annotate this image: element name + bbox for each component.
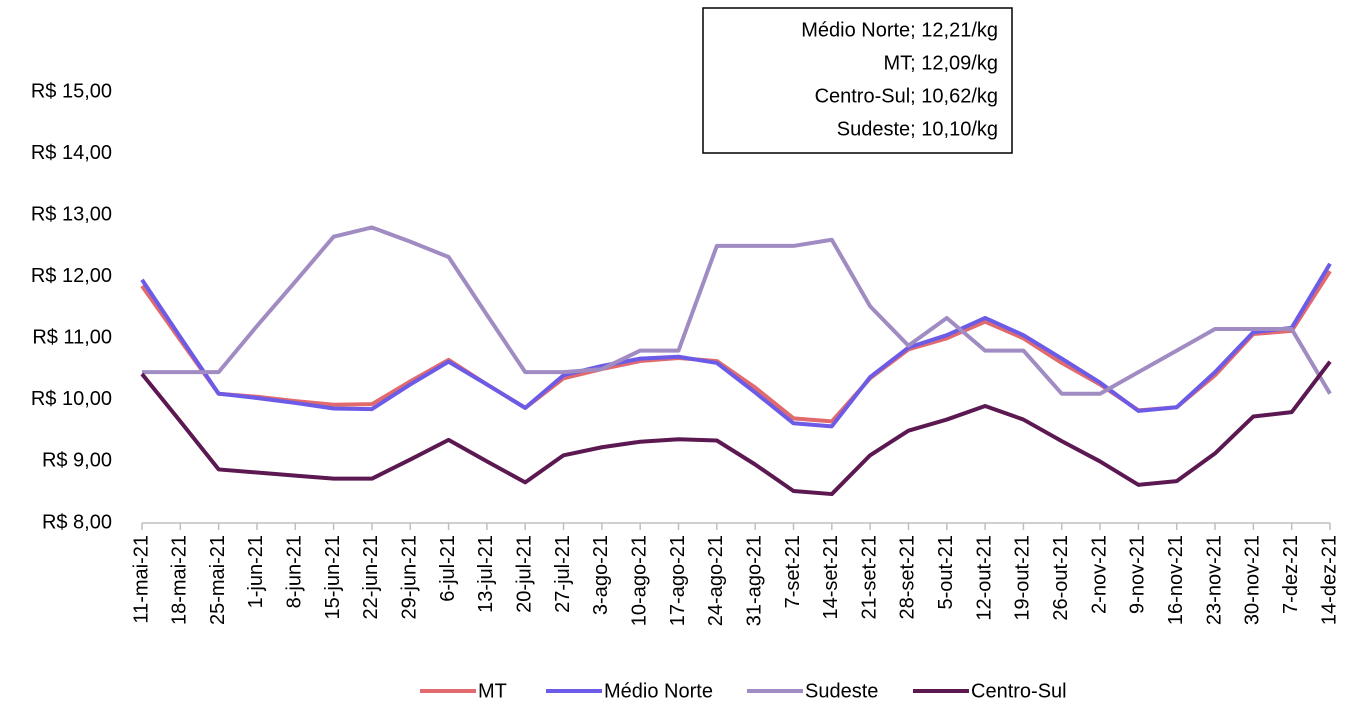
x-tick-label: 23-nov-21 bbox=[1203, 535, 1225, 625]
y-tick-label: R$ 8,00 bbox=[42, 511, 112, 533]
x-tick-label: 18-mai-21 bbox=[169, 535, 191, 625]
x-tick-label: 10-ago-21 bbox=[628, 535, 650, 626]
x-tick-label: 15-jun-21 bbox=[322, 535, 344, 620]
x-tick-label: 27-jul-21 bbox=[552, 535, 574, 613]
x-tick-label: 13-jul-21 bbox=[475, 535, 497, 613]
x-tick-label: 19-out-21 bbox=[1012, 535, 1034, 621]
y-tick-label: R$ 11,00 bbox=[32, 327, 112, 349]
legend-label: Sudeste bbox=[805, 680, 878, 702]
x-tick-label: 12-out-21 bbox=[973, 535, 995, 621]
x-tick-label: 28-set-21 bbox=[897, 535, 919, 620]
x-tick-label: 5-out-21 bbox=[935, 535, 957, 610]
legend-label: Médio Norte bbox=[604, 680, 713, 702]
x-tick-label: 20-jul-21 bbox=[514, 535, 536, 613]
x-tick-label: 22-jun-21 bbox=[360, 535, 382, 620]
x-tick-label: 1-jun-21 bbox=[245, 535, 267, 608]
x-tick-label: 21-set-21 bbox=[858, 535, 880, 620]
annotation: Médio Norte; 12,21/kg bbox=[801, 19, 998, 41]
x-tick-label: 29-jun-21 bbox=[399, 535, 421, 620]
series-line bbox=[140, 262, 1332, 429]
x-tick-label: 16-nov-21 bbox=[1165, 535, 1187, 625]
x-tick-label: 6-jul-21 bbox=[437, 535, 459, 602]
x-tick-label: 25-mai-21 bbox=[207, 535, 229, 625]
x-tick-label: 2-nov-21 bbox=[1088, 535, 1110, 614]
y-tick-label: R$ 9,00 bbox=[42, 450, 112, 472]
annotation: Sudeste; 10,10/kg bbox=[837, 118, 998, 140]
x-tick-label: 8-jun-21 bbox=[284, 535, 306, 608]
series-line bbox=[140, 360, 1332, 497]
y-tick-label: R$ 13,00 bbox=[31, 203, 112, 225]
x-tick-label: 7-set-21 bbox=[782, 535, 804, 608]
series-line bbox=[142, 225, 1332, 396]
x-tick-label: 24-ago-21 bbox=[705, 535, 727, 626]
y-tick-label: R$ 15,00 bbox=[31, 80, 112, 102]
x-tick-label: 17-ago-21 bbox=[667, 535, 689, 626]
x-tick-label: 14-dez-21 bbox=[1318, 535, 1340, 625]
x-tick-label: 3-ago-21 bbox=[590, 535, 612, 615]
y-tick-label: R$ 12,00 bbox=[31, 265, 112, 287]
x-tick-label: 31-ago-21 bbox=[743, 535, 765, 626]
annotation: MT; 12,09/kg bbox=[883, 52, 998, 74]
y-tick-label: R$ 14,00 bbox=[31, 142, 112, 164]
annotation: Centro-Sul; 10,62/kg bbox=[815, 85, 998, 107]
x-tick-label: 14-set-21 bbox=[820, 535, 842, 620]
series-line bbox=[140, 270, 1332, 424]
legend-label: Centro-Sul bbox=[971, 680, 1067, 702]
y-tick-label: R$ 10,00 bbox=[31, 388, 112, 410]
x-tick-label: 9-nov-21 bbox=[1127, 535, 1149, 614]
x-tick-label: 11-mai-21 bbox=[130, 535, 152, 624]
legend-label: MT bbox=[478, 680, 507, 702]
annotation-box bbox=[702, 7, 1013, 154]
x-tick-label: 26-out-21 bbox=[1050, 535, 1072, 621]
x-tick-label: 7-dez-21 bbox=[1280, 535, 1302, 614]
x-tick-label: 30-nov-21 bbox=[1242, 535, 1264, 625]
